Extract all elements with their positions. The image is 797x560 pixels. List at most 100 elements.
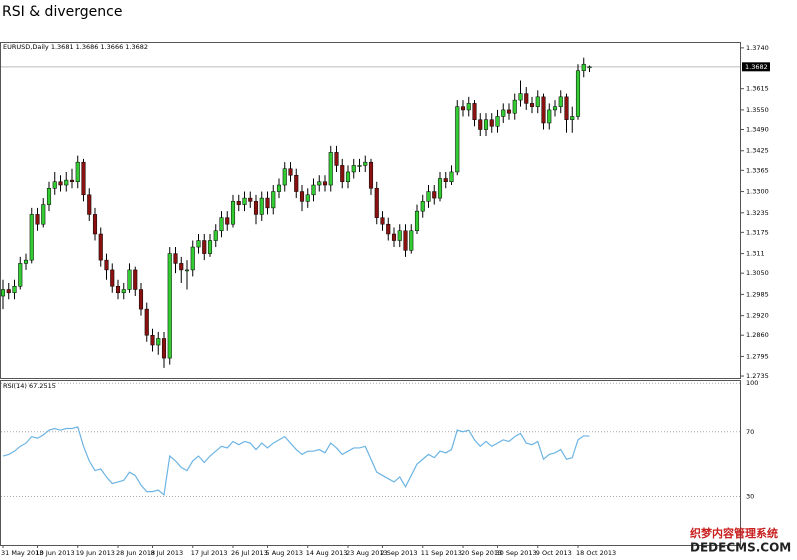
candle-body [535,96,540,107]
candle-body [29,214,34,261]
candle-body [437,178,443,199]
candle-body [317,181,322,186]
candle-body [115,285,121,294]
candle-body [322,181,328,186]
candle-body [299,191,305,202]
candle-body [161,338,167,359]
candle-body [432,191,437,199]
candle-body [58,181,63,186]
candle-body [541,96,546,124]
candle-body [236,201,241,205]
rsi-panel [0,380,741,546]
x-tick-label: 26 Jul 2013 [231,549,268,557]
candle-body [196,240,201,248]
candle-body [271,191,276,209]
x-tick-label: 14 Aug 2013 [306,549,348,557]
candle-body [345,171,351,183]
x-tick-label: 31 May 2013 [1,549,43,557]
candle-body [288,168,293,176]
candle-body [351,165,356,173]
candle-body [190,246,195,271]
candle-body [259,197,264,215]
y-tick-label: 1.311 [746,250,765,258]
symbol-header: EURUSD,Daily 1.3681 1.3686 1.3666 1.3682 [3,43,148,51]
candle-body [472,103,477,120]
y-tick-label: 1.3050 [746,269,769,277]
watermark-cn: 织梦内容管理系统 [690,526,778,540]
x-tick-label: 2 Sep 2013 [381,549,418,557]
x-tick-label: 28 Jun 2013 [116,549,155,557]
candle-body [23,259,29,264]
x-tick-label: 8 Jul 2013 [151,549,184,557]
y-tick-label: 1.3365 [746,166,769,174]
candle-body [357,165,362,167]
candle-body [524,93,529,104]
candle-body [242,197,247,205]
candle-body [64,179,69,186]
candle-body [328,152,333,186]
candle-body [282,168,287,186]
x-tick-label: 9 Oct 2013 [536,549,572,557]
candle-body [340,165,345,183]
candle-body [276,184,282,192]
y-tick-label: 1.3300 [746,188,769,196]
candle-body [207,240,213,254]
candle-body [179,263,184,271]
x-tick-label: 17 Jul 2013 [191,549,228,557]
candle-body [167,253,172,359]
candle-body [478,119,483,130]
candle-body [253,201,259,215]
candle-body [483,119,489,130]
y-tick-label: 30 [746,492,754,500]
candle-body [121,289,126,294]
candle-body [409,230,414,251]
candle-body [426,191,431,202]
x-tick-label: 20 Sep 2013 [461,549,502,557]
y-tick-label: 1.3175 [746,228,769,236]
watermark-en: DEDECMS.COM [690,541,791,555]
last-price-box [742,62,770,72]
candle-body [466,103,471,111]
candle-body [368,161,374,189]
candle-body [552,106,558,111]
x-tick-label: 10 Jun 2013 [36,549,75,557]
indicator-label: RSI(14) 67.2515 [3,382,56,390]
candle-body [380,217,385,225]
x-tick-label: 23 Aug 2013 [346,549,388,557]
candle-body [133,269,138,290]
rsi-line [2,426,590,497]
candle-body [0,289,6,297]
candle-body [305,194,310,202]
x-tick-label: 5 Aug 2013 [266,549,304,557]
y-tick-label: 1.2860 [746,331,769,339]
candle-body [564,96,569,120]
candle-body [363,161,368,166]
y-tick-label: 100 [746,379,758,387]
candle-body [248,197,253,202]
candle-body [575,70,581,117]
y-tick-label: 1.2985 [746,290,769,298]
candle-body [225,217,230,225]
candle-body [414,210,420,231]
candle-body [386,223,391,235]
candle-body [506,109,512,114]
candle-body [173,253,178,264]
candle-body [110,269,115,287]
candle-body [570,116,575,120]
candle-body [144,308,149,336]
candle-body [104,259,109,271]
candle-body [455,106,460,173]
candle-body [403,230,408,251]
y-tick-label: 70 [746,428,754,436]
candle-body [294,174,299,192]
candle-body [489,119,494,127]
page-title: RSI & divergence [2,4,122,20]
candle-body [184,269,190,272]
candle-body [460,106,466,111]
last-price-label: 1.3682 [745,63,768,71]
candle-body [512,99,517,114]
candle-body [156,338,161,346]
candle-body [397,230,402,241]
candle-body [202,240,207,254]
